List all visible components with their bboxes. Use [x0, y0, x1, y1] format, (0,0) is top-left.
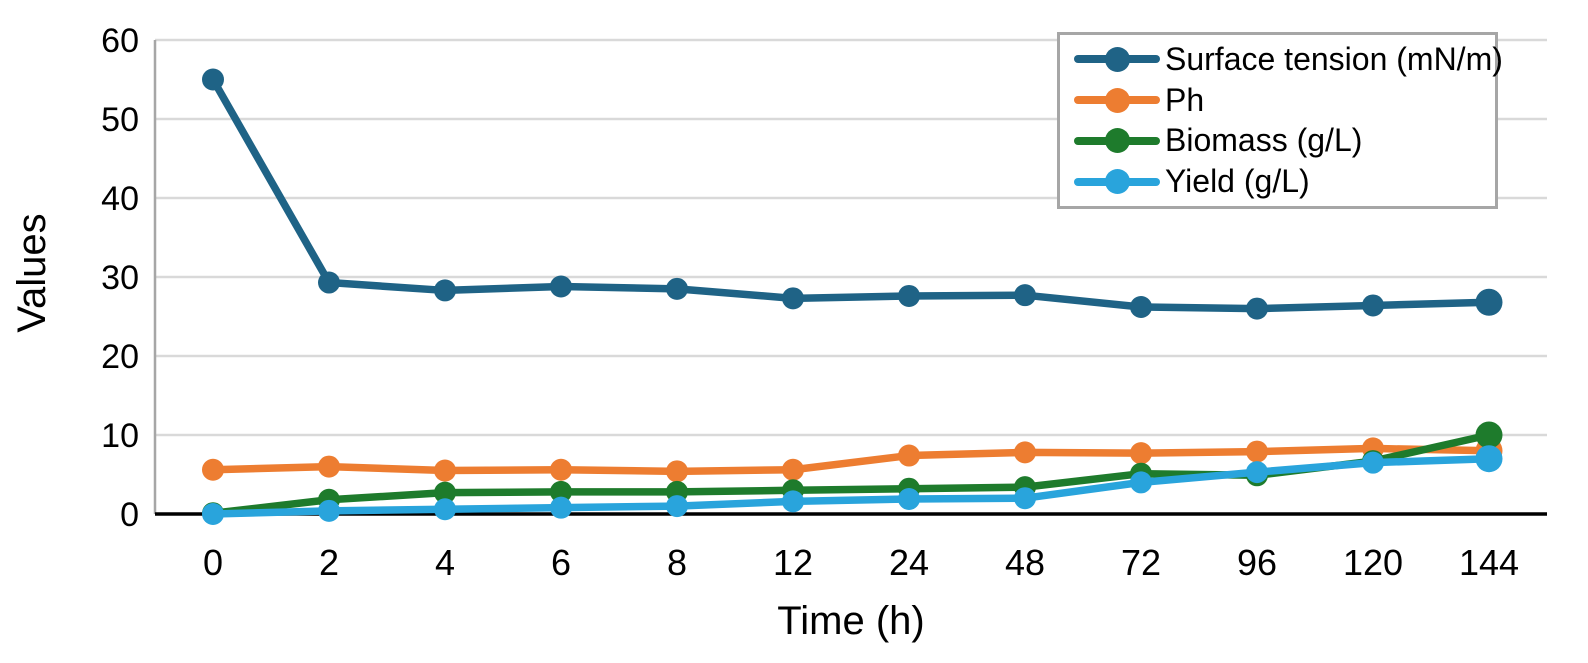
x-tick-label: 120 — [1343, 542, 1403, 583]
data-point — [1014, 441, 1036, 464]
x-tick-label: 0 — [203, 542, 223, 583]
legend-item-biomass: Biomass (g/L) — [1074, 122, 1489, 159]
data-point — [898, 284, 920, 307]
data-point — [1130, 471, 1152, 494]
series-line — [209, 75, 1493, 313]
data-point — [318, 499, 340, 522]
data-point — [202, 458, 224, 481]
data-point — [1246, 440, 1268, 463]
legend-label: Yield (g/L) — [1165, 163, 1310, 200]
line-marker-icon — [1074, 46, 1160, 72]
data-point — [666, 495, 688, 518]
x-tick-label: 4 — [435, 542, 455, 583]
data-point — [1014, 487, 1036, 510]
data-point — [1246, 461, 1268, 484]
data-point — [1475, 445, 1503, 473]
x-tick-label: 72 — [1121, 542, 1161, 583]
data-point — [550, 496, 572, 519]
line-marker-icon — [1074, 128, 1160, 154]
x-tick-label: 6 — [551, 542, 571, 583]
data-point — [550, 458, 572, 481]
x-tick-label: 96 — [1237, 542, 1277, 583]
line-marker-icon — [1074, 169, 1160, 195]
data-point — [1362, 294, 1384, 317]
legend-label: Ph — [1165, 81, 1205, 118]
series-line — [209, 444, 1493, 476]
y-tick-labels: 0 10 20 30 40 50 60 — [101, 22, 139, 534]
legend-item-yield: Yield (g/L) — [1074, 163, 1489, 200]
series-line — [209, 454, 1493, 518]
data-point — [434, 498, 456, 521]
data-point — [550, 480, 572, 503]
data-point — [898, 487, 920, 510]
legend-item-ph: Ph — [1074, 81, 1489, 118]
data-point — [898, 444, 920, 467]
x-tick-labels: 0 2 4 6 8 12 24 48 72 96 120 144 — [203, 542, 1519, 583]
x-tick-label: 12 — [773, 542, 813, 583]
data-point — [1246, 297, 1268, 320]
legend-label: Surface tension (mN/m) — [1165, 40, 1503, 77]
y-tick-label: 50 — [101, 101, 139, 139]
series-yield-g-l — [202, 445, 1503, 525]
data-point — [666, 277, 688, 300]
line-marker-icon — [1074, 87, 1160, 113]
data-point — [782, 458, 804, 481]
data-point — [782, 490, 804, 513]
x-tick-label: 48 — [1005, 542, 1045, 583]
data-point — [434, 459, 456, 482]
data-point — [1475, 421, 1503, 449]
x-tick-label: 24 — [889, 542, 929, 583]
data-point — [550, 275, 572, 298]
series-surface-tension-mn-m — [202, 68, 1503, 320]
data-point — [1014, 284, 1036, 307]
y-tick-label: 10 — [101, 417, 139, 455]
legend-label: Biomass (g/L) — [1165, 122, 1363, 159]
y-axis-title: Values — [10, 213, 54, 333]
data-point — [202, 68, 224, 91]
x-tick-label: 144 — [1459, 542, 1519, 583]
data-point — [666, 460, 688, 483]
data-point — [318, 455, 340, 478]
data-point — [1130, 296, 1152, 319]
x-tick-label: 2 — [319, 542, 339, 583]
data-point — [782, 287, 804, 310]
x-axis-title: Time (h) — [777, 599, 925, 643]
legend-item-surface-tension: Surface tension (mN/m) — [1074, 41, 1503, 77]
y-tick-label: 30 — [101, 259, 139, 297]
data-point — [202, 503, 224, 525]
data-point — [1362, 451, 1384, 474]
legend: Surface tension (mN/m) Ph Biomass (g/L) … — [1057, 32, 1503, 209]
y-tick-label: 40 — [101, 180, 139, 218]
y-tick-label: 20 — [101, 338, 139, 376]
x-tick-label: 8 — [667, 542, 687, 583]
y-tick-label: 0 — [120, 496, 139, 534]
data-point — [318, 271, 340, 294]
data-point — [434, 279, 456, 302]
data-point — [1130, 442, 1152, 465]
data-point — [434, 481, 456, 504]
y-tick-label: 60 — [101, 22, 139, 60]
gridlines — [155, 38, 1547, 437]
series-ph — [202, 437, 1503, 483]
data-point — [1475, 288, 1503, 316]
